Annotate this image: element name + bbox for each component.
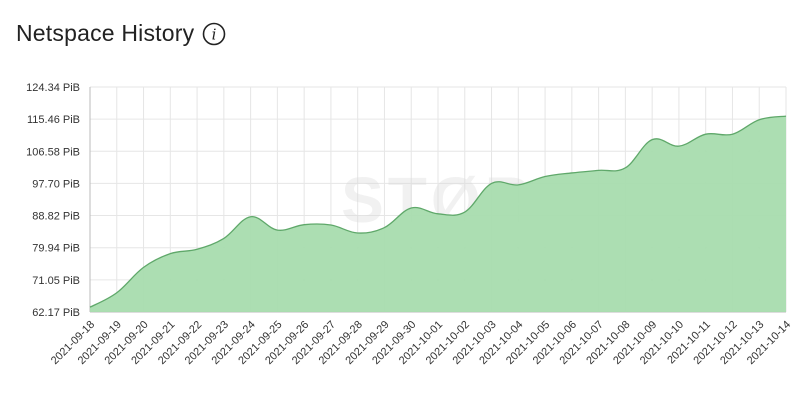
- y-tick-label: 71.05 PiB: [32, 275, 80, 287]
- y-tick-label: 124.34 PiB: [26, 82, 80, 94]
- y-tick-label: 62.17 PiB: [32, 307, 80, 319]
- netspace-line: [89, 115, 787, 308]
- info-icon-glyph: i: [212, 25, 217, 43]
- y-axis: 62.17 PiB 71.05 PiB 79.94 PiB 88.82 PiB 97.7…: [26, 82, 80, 319]
- info-icon[interactable]: i: [202, 22, 226, 46]
- y-tick-label: 106.58 PiB: [26, 146, 80, 158]
- y-tick-label: 88.82 PiB: [32, 211, 80, 223]
- y-tick-label: 97.70 PiB: [32, 178, 80, 190]
- y-tick-label: 115.46 PiB: [27, 114, 80, 126]
- page-title: Netspace History: [16, 20, 195, 46]
- x-axis: 2021-09-182021-09-192021-09-202021-09-21…: [49, 319, 793, 367]
- y-tick-label: 79.94 PiB: [32, 243, 80, 255]
- chart-header: Netspace History i: [16, 20, 226, 47]
